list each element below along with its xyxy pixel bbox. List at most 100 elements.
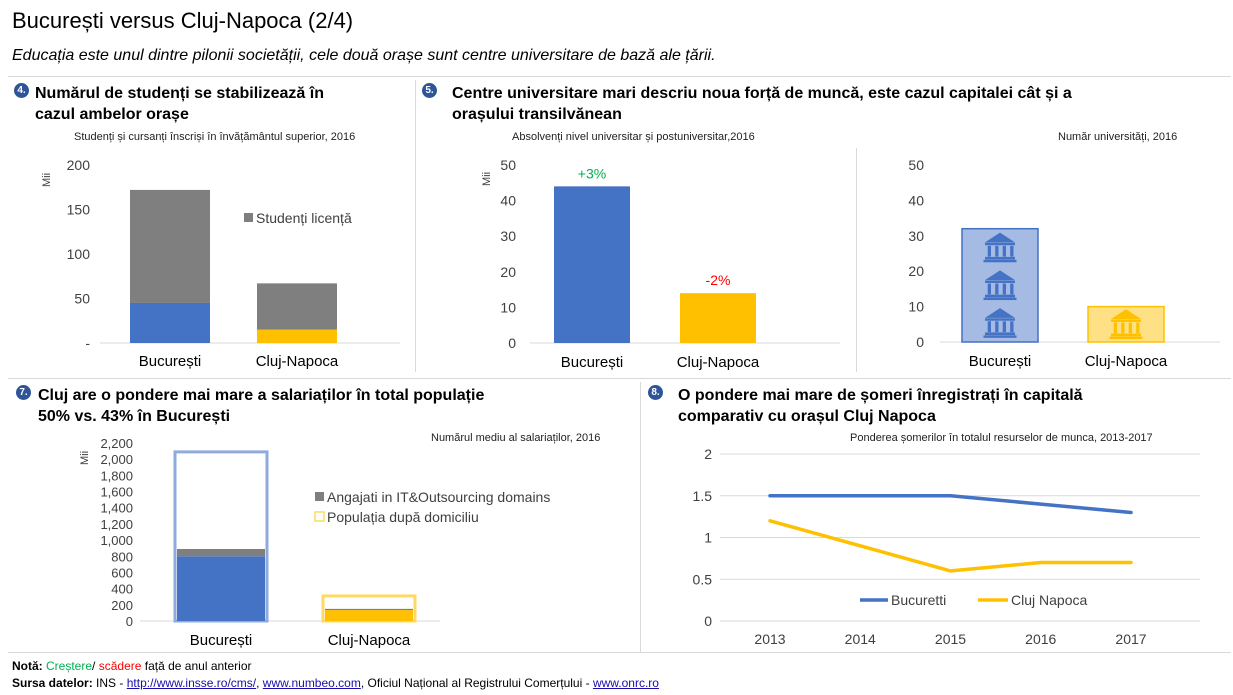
universities-chart: 0 10 20 30 40 50 București Cluj-Napoca [908, 157, 1220, 370]
y-tick-label: 10 [908, 299, 924, 315]
universities-chart-subtitle: Număr universități, 2016 [1058, 131, 1178, 143]
unit-label: Mii [79, 451, 91, 465]
y-tick-label: 1,800 [100, 468, 133, 483]
y-tick-label: 200 [111, 598, 133, 613]
x-tick-label: 2014 [845, 631, 876, 647]
footnotes: Notă: Creștere/ scădere față de anul ant… [12, 658, 659, 692]
source-label: Sursa datelor: [12, 676, 93, 690]
y-tick-label: 30 [908, 228, 924, 244]
panel-5-title-line1: Centre universitare mari descriu noua fo… [452, 85, 1072, 102]
y-tick-label: 400 [111, 582, 133, 597]
bar [554, 186, 630, 343]
bar [961, 227, 1039, 343]
x-category-label: Cluj-Napoca [256, 353, 339, 370]
legend-label-it: Angajati in IT&Outsourcing domains [327, 489, 550, 505]
panel-4-title-line1: Numărul de studenți se stabilizează în [35, 85, 324, 102]
y-tick-label: 50 [74, 291, 90, 307]
badge-7: 7. [16, 385, 31, 400]
bar [680, 293, 756, 343]
panel-5-title-line2: orașului transilvănean [452, 106, 622, 123]
university-icon [983, 270, 1017, 301]
bar-employees [325, 610, 413, 621]
x-category-label: București [969, 353, 1032, 370]
panel-4-title-line2: cazul ambelor orașe [35, 106, 189, 123]
legend-swatch-population [314, 511, 325, 522]
y-tick-label: 1.5 [693, 488, 713, 504]
source-ins: INS - [96, 676, 124, 690]
legend-swatch-it [315, 492, 324, 501]
y-tick-label: 40 [908, 192, 924, 208]
y-tick-label: 0 [704, 613, 712, 629]
y-tick-label: 20 [908, 263, 924, 279]
y-tick-label: 0 [916, 334, 924, 350]
y-tick-label: 30 [500, 228, 516, 244]
data-label: -2% [706, 272, 731, 288]
legend-label-cluj: Cluj Napoca [1011, 592, 1087, 608]
source-link-numbeo[interactable]: www.numbeo.com [262, 676, 361, 690]
y-tick-label: 0 [126, 614, 133, 629]
divider-bottom [8, 652, 1231, 653]
y-tick-label: - [85, 335, 90, 351]
divider-v1 [415, 80, 416, 372]
unit-label: Mii [41, 173, 53, 187]
page-subtitle: Educația este unul dintre pilonii societ… [12, 47, 716, 64]
panel-8-title-line2: comparativ cu orașul Cluj Napoca [678, 408, 936, 425]
x-category-label: București [139, 353, 202, 370]
y-tick-label: 600 [111, 565, 133, 580]
panel-8-title: O pondere mai mare de șomeri înregistraț… [678, 385, 1083, 427]
y-tick-label: 50 [908, 157, 924, 173]
bar-it-outsourcing [325, 608, 413, 611]
university-icon [1109, 309, 1143, 339]
y-tick-label: 1 [704, 530, 712, 546]
series-line [768, 519, 1133, 573]
graduates-chart-subtitle: Absolvenți nivel universitar și postuniv… [512, 131, 755, 143]
x-tick-label: 2017 [1115, 631, 1146, 647]
series-line [768, 494, 1133, 515]
divider-top [8, 76, 1231, 77]
y-tick-label: 150 [67, 202, 91, 218]
unit-label: Mii [481, 172, 493, 186]
university-icon [983, 308, 1017, 338]
bar-it-outsourcing [177, 548, 265, 557]
y-tick-label: 1,000 [100, 533, 133, 548]
panel-7-title-line1: Cluj are o pondere mai mare a salariațil… [38, 387, 485, 404]
y-tick-label: 20 [500, 264, 516, 280]
note-rest: față de anul anterior [144, 659, 252, 673]
y-tick-label: 2,200 [100, 436, 133, 451]
bar-base [257, 329, 337, 343]
note-slash: / [92, 659, 96, 673]
divider-v2 [856, 148, 857, 372]
legend-label-bucuresti: Bucuretti [891, 592, 946, 608]
y-tick-label: 800 [111, 549, 133, 564]
legend-label: Studenți licență [256, 210, 352, 226]
bar-licenta [257, 283, 337, 330]
source-onrc: , Oficiul Național al Registrului Comerț… [360, 676, 590, 690]
badge-8: 8. [648, 385, 663, 400]
y-tick-label: 200 [67, 157, 91, 173]
y-tick-label: 0.5 [693, 571, 713, 587]
legend-swatch [244, 213, 253, 222]
graduates-chart: 0 10 20 30 40 50 Mii +3% București -2% Cluj-Napoca [481, 157, 840, 371]
y-tick-label: 1,600 [100, 485, 133, 500]
y-tick-label: 2,000 [100, 452, 133, 467]
y-tick-label: 1,400 [100, 501, 133, 516]
y-tick-label: 50 [500, 157, 516, 173]
source-line: Sursa datelor: INS - http://www.insse.ro… [12, 675, 659, 692]
x-category-label: Cluj-Napoca [328, 632, 411, 649]
note-decrease: scădere [98, 659, 142, 673]
x-category-label: București [561, 354, 624, 371]
y-tick-label: 100 [67, 246, 91, 262]
panel-8-title-line1: O pondere mai mare de șomeri înregistraț… [678, 387, 1083, 404]
university-icon [983, 232, 1017, 263]
unemployed-chart: 0 0.5 1 1.5 2 2013 2014 2015 2016 2017 Bucuretti Cl… [693, 446, 1200, 647]
panel-4-title: Numărul de studenți se stabilizează în c… [35, 83, 324, 125]
divider-v3 [640, 382, 641, 652]
y-tick-label: 2 [704, 446, 712, 462]
y-tick-label: 0 [508, 335, 516, 351]
panel-7-title-line2: 50% vs. 43% în București [38, 408, 231, 425]
source-link-onrc[interactable]: www.onrc.ro [592, 676, 659, 690]
source-link-insse[interactable]: http://www.insse.ro/cms/ [126, 676, 257, 690]
x-category-label: București [190, 632, 253, 649]
unemployed-chart-subtitle: Ponderea șomerilor în totalul resurselor… [850, 432, 1153, 444]
x-category-label: Cluj-Napoca [1085, 353, 1168, 370]
